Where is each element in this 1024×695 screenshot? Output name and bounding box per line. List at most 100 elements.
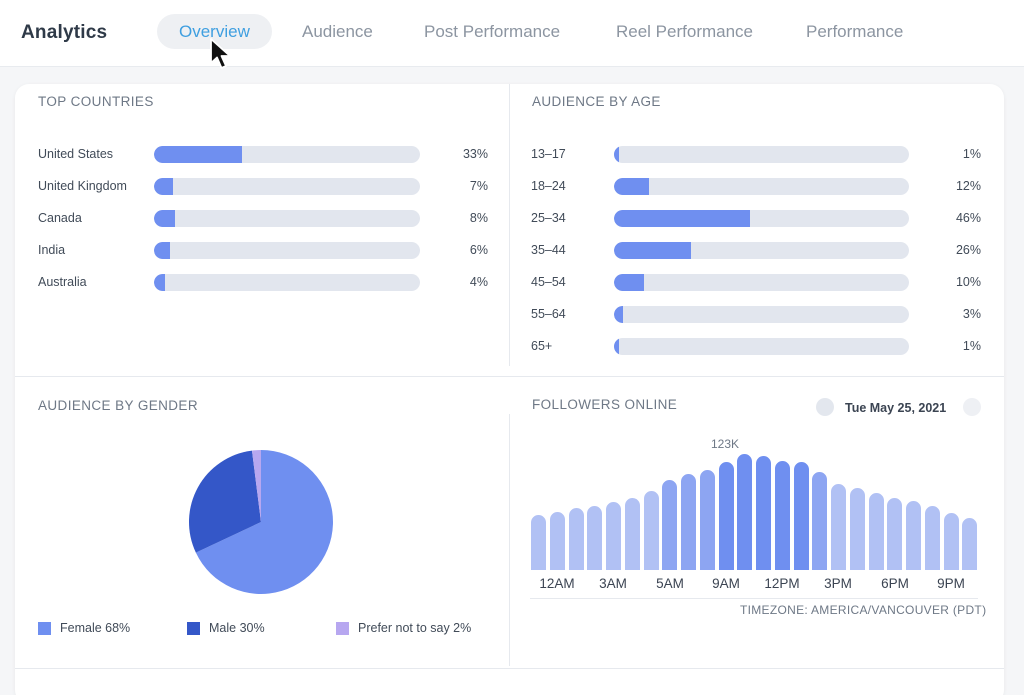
legend-item-male: Male 30%	[187, 621, 265, 635]
male-swatch	[187, 621, 200, 635]
hour-bar-4am	[606, 502, 621, 570]
followers-online-title: FOLLOWERS ONLINE	[532, 397, 678, 412]
analytics-card: TOP COUNTRIES United States 33% United Kin…	[15, 84, 1004, 695]
prefer-not-to-say-swatch	[336, 621, 349, 635]
progress-track	[614, 178, 909, 195]
divider-vertical-bottom	[509, 414, 510, 666]
row-label: United Kingdom	[38, 179, 127, 193]
progress-fill	[614, 338, 619, 355]
row-label: United States	[38, 147, 114, 161]
row-label: 13–17	[531, 147, 566, 161]
x-tick-label: 12AM	[539, 576, 575, 591]
progress-fill	[614, 146, 619, 163]
progress-track	[614, 306, 909, 323]
hour-bar-9pm	[924, 505, 940, 570]
divider-horizontal-middle	[15, 376, 1004, 377]
hour-bar-10pm	[943, 513, 959, 570]
row-label: Canada	[38, 211, 82, 225]
x-tick-label: 6PM	[881, 576, 909, 591]
progress-track	[154, 242, 420, 259]
previous-day-button[interactable]	[816, 398, 834, 416]
progress-track	[154, 210, 420, 227]
divider-horizontal-bottom	[15, 668, 1004, 669]
progress-fill	[154, 274, 165, 291]
hour-bar-5pm	[849, 487, 865, 570]
legend-label-prefer-not-to-say: Prefer not to say 2%	[358, 621, 472, 635]
progress-fill	[154, 210, 176, 227]
progress-track	[614, 274, 909, 291]
hour-bar-7am	[662, 480, 678, 570]
tab-reel-performance[interactable]: Reel Performance	[616, 22, 754, 41]
progress-fill	[614, 274, 644, 291]
audience-by-age-title: AUDIENCE BY AGE	[532, 94, 661, 109]
x-tick-label: 3AM	[599, 576, 627, 591]
x-tick-label: 3PM	[824, 576, 852, 591]
row-percentage: 10%	[955, 275, 981, 289]
legend-item-female: Female 68%	[38, 621, 130, 635]
hour-bar-1am	[549, 511, 565, 570]
progress-track	[154, 274, 420, 291]
legend-label-female: Female 68%	[60, 621, 131, 635]
top-countries-title: TOP COUNTRIES	[38, 94, 154, 109]
hour-bar-6am	[643, 490, 659, 570]
progress-track	[154, 178, 420, 195]
row-label: 65+	[531, 339, 553, 353]
progress-fill	[154, 178, 173, 195]
female-swatch	[38, 621, 51, 635]
progress-track	[614, 146, 909, 163]
x-tick-label: 12PM	[764, 576, 800, 591]
row-percentage: 1%	[962, 339, 981, 353]
mouse-pointer-icon	[210, 38, 231, 69]
audience-by-gender-title: AUDIENCE BY GENDER	[38, 398, 198, 413]
hour-bar-2pm	[793, 462, 809, 570]
pie-slice-female	[195, 450, 333, 594]
row-percentage: 7%	[469, 179, 488, 193]
row-label: 18–24	[531, 179, 566, 193]
hour-bar-11pm	[962, 518, 978, 570]
progress-fill	[614, 242, 691, 259]
pie-slice-male	[188, 450, 261, 553]
gender-pie-chart	[188, 450, 333, 594]
hour-bar-4pm	[831, 484, 846, 570]
hour-bar-12am	[531, 515, 546, 570]
row-label: 25–34	[531, 211, 566, 225]
hour-bar-9am	[699, 470, 715, 570]
progress-fill	[614, 210, 750, 227]
row-percentage: 26%	[955, 243, 981, 257]
progress-fill	[154, 146, 242, 163]
row-percentage: 46%	[955, 211, 981, 225]
timezone-label: TIMEZONE: AMERICA/VANCOUVER (PDT)	[740, 603, 987, 617]
hour-bar-3pm	[812, 471, 828, 570]
row-percentage: 8%	[469, 211, 488, 225]
hour-bar-2am	[568, 507, 584, 570]
hour-bar-8pm	[906, 501, 921, 570]
divider-vertical-top	[509, 84, 510, 366]
row-percentage: 6%	[469, 243, 488, 257]
row-label: 55–64	[531, 307, 566, 321]
x-tick-label: 9AM	[712, 576, 740, 591]
x-tick-label: 5AM	[656, 576, 684, 591]
progress-track	[614, 338, 909, 355]
hour-bar-7pm	[887, 498, 903, 570]
tab-audience[interactable]: Audience	[302, 22, 373, 41]
hour-bar-10am	[718, 461, 734, 570]
progress-fill	[614, 178, 650, 195]
tab-performance[interactable]: Performance	[806, 22, 904, 41]
row-percentage: 12%	[955, 179, 981, 193]
progress-track	[154, 146, 420, 163]
top-bar: Analytics Overview Audience Post Perform…	[0, 0, 1024, 67]
hour-bar-6pm	[868, 492, 884, 570]
pie-slice-prefer-not-to-say	[251, 450, 261, 522]
legend-label-male: Male 30%	[209, 621, 265, 635]
hour-bar-5am	[624, 498, 640, 570]
row-label: 45–54	[531, 275, 566, 289]
x-tick-label: 9PM	[937, 576, 965, 591]
next-day-button[interactable]	[963, 398, 981, 416]
progress-track	[614, 210, 909, 227]
hour-bar-12pm	[756, 455, 771, 570]
x-axis-line	[530, 598, 978, 599]
tab-post-performance[interactable]: Post Performance	[424, 22, 561, 41]
peak-value-label: 123K	[711, 437, 740, 451]
progress-track	[614, 242, 909, 259]
hour-bar-1pm	[774, 460, 790, 570]
